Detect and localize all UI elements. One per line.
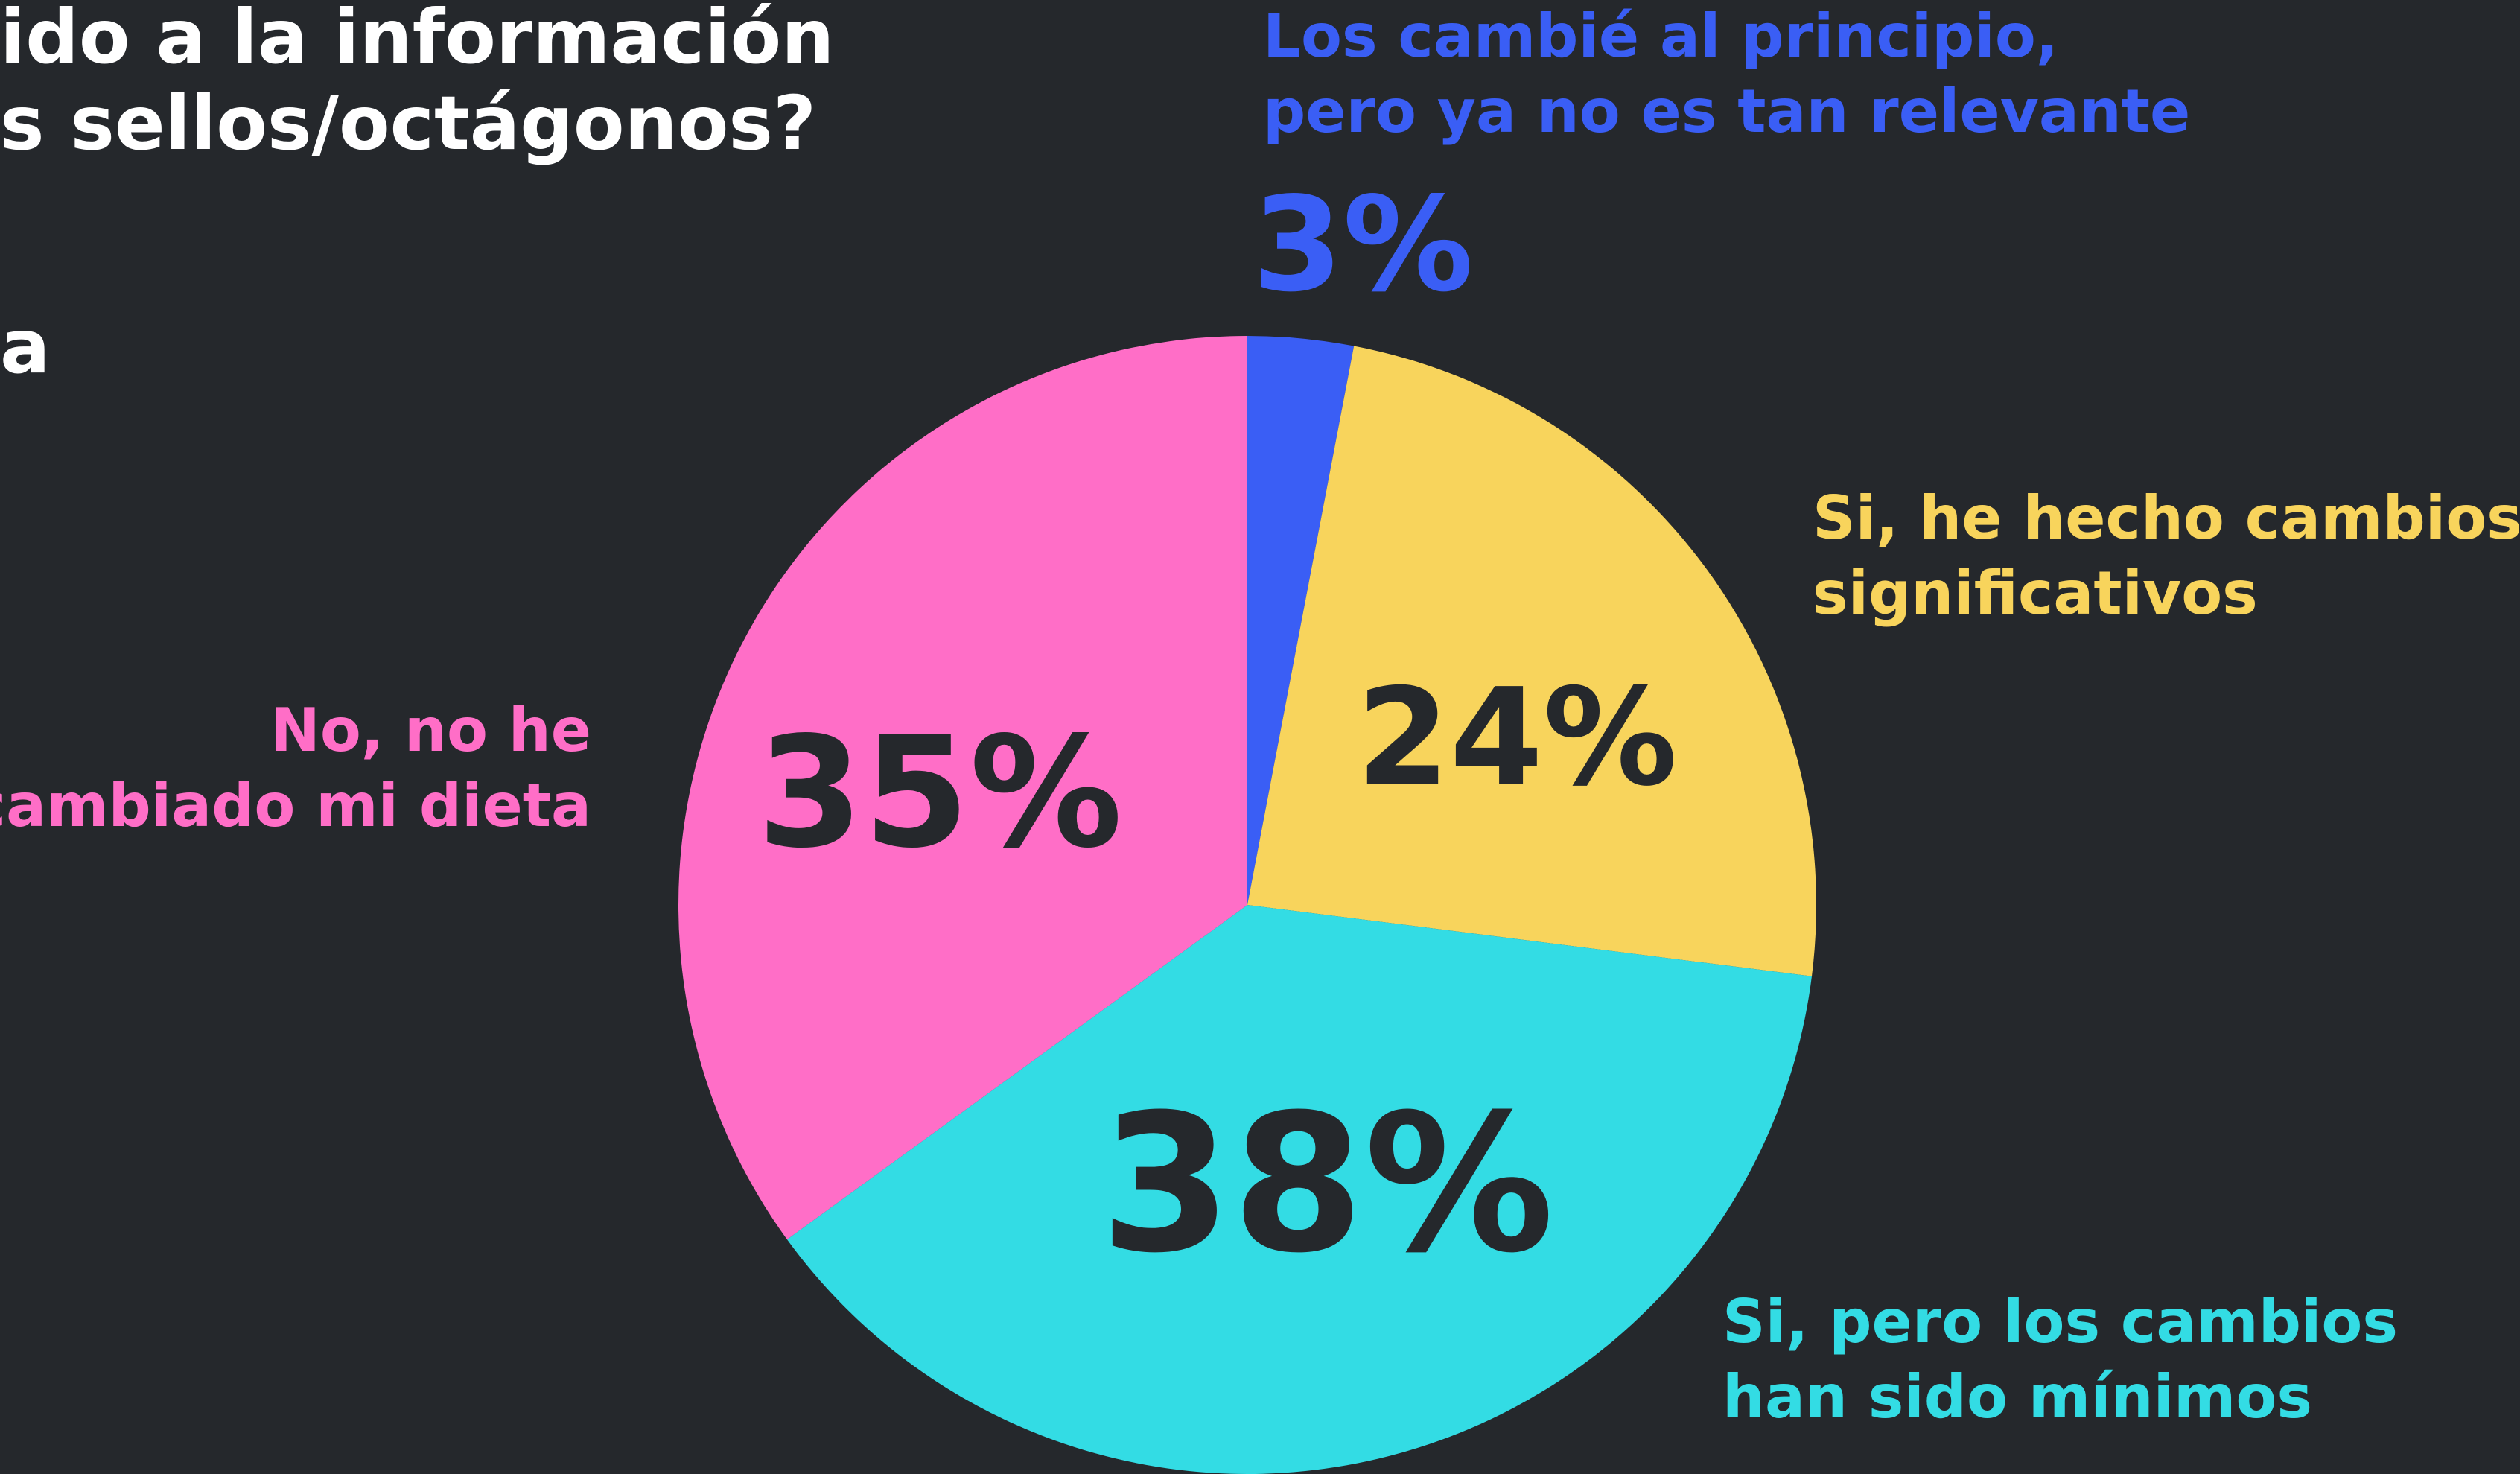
- category-label-line: Los cambié al principio,: [1263, 1, 2058, 71]
- title-line: a: [0, 303, 50, 390]
- category-label-line: No, no he: [270, 696, 591, 765]
- pie-slice: [1247, 346, 1816, 976]
- category-label-line: Si, he hecho cambios: [1813, 483, 2520, 553]
- title-line: ido a la información: [0, 0, 834, 80]
- category-label-line: Si, pero los cambios: [1722, 1287, 2398, 1356]
- value-label: 35%: [757, 705, 1123, 882]
- pie-slice: [1247, 336, 1355, 905]
- category-label-line: cambiado mi dieta: [0, 771, 591, 840]
- value-label: 3%: [1252, 170, 1473, 321]
- category-label-line: pero ya no es tan relevante: [1263, 77, 2190, 146]
- category-label: Si, pero los cambios han sido mínimos: [1722, 1287, 2398, 1432]
- pie-slice: [786, 905, 1812, 1474]
- title-line: s sellos/octágonos?: [0, 80, 816, 167]
- category-label-line: han sido mínimos: [1722, 1362, 2312, 1432]
- category-label: Si, he hecho cambios significativos: [1813, 483, 2520, 628]
- pie-slice: [678, 336, 1247, 1240]
- category-label: Los cambié al principio, pero ya no es ta…: [1263, 1, 2190, 146]
- value-label: 38%: [1100, 1074, 1554, 1295]
- category-label-line: significativos: [1813, 559, 2258, 628]
- category-label: No, no he cambiado mi dieta: [0, 696, 591, 840]
- value-label: 24%: [1357, 660, 1678, 816]
